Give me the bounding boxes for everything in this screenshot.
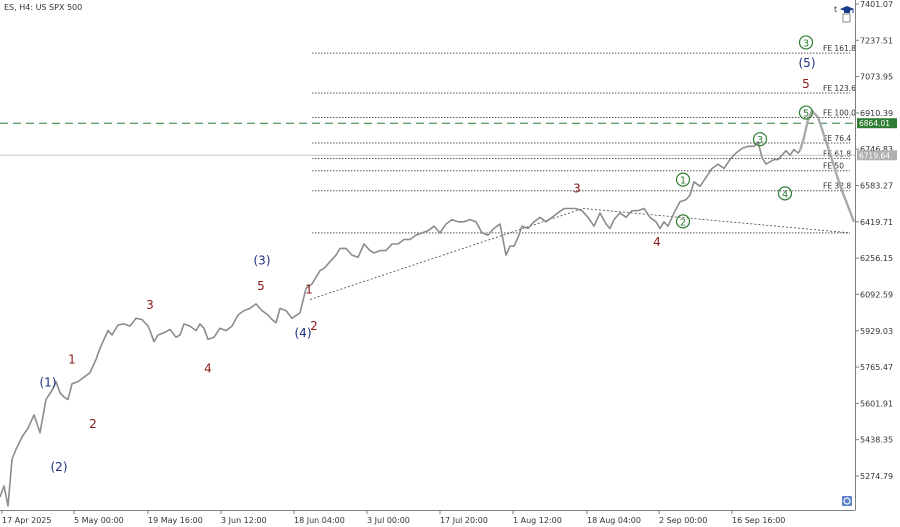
fib-level-label: FE 161.8 [823,44,856,53]
fib-level-label: FE 100.0 [823,108,856,117]
trendline [582,208,851,234]
y-tick-label: 7073.95 [860,73,893,82]
price-label-box [857,118,897,129]
x-tick-label: 5 May 00:00 [74,516,124,525]
wave-label: 5 [802,77,810,91]
wave-label: 4 [653,235,661,249]
x-tick-label: 17 Apr 2025 [2,516,51,525]
price-line [0,141,801,507]
wave-label-circle [752,132,768,147]
wave-label-circle [798,35,814,50]
wave-label: 2 [89,417,97,431]
wave-label: 3 [757,135,763,146]
y-tick-label: 6419.71 [860,218,893,227]
wave-label: (1) [40,376,57,390]
x-tick-label: 18 Jun 04:00 [294,516,345,525]
x-tick-label: 16 Sep 16:00 [732,516,785,525]
wave-label: 3 [573,181,581,195]
y-tick-label: 5929.03 [860,327,893,336]
symbol-label: ES, H4: US SPX 500 [4,3,82,12]
wave-label: 4 [204,361,212,375]
y-tick-label: 5601.91 [860,399,893,408]
wave-label: 3 [146,298,154,312]
y-tick-label: 6092.59 [860,290,893,299]
wave-label: 5 [803,109,809,120]
x-tick-label: 17 Jul 20:00 [440,516,488,525]
wave-label-circle [675,214,691,229]
x-tick-label: 1 Aug 12:00 [513,516,562,525]
price-label-text: 6719.64 [859,151,890,160]
bookmark-icon[interactable] [842,13,851,23]
wave-labels: 1 2 3 4 5 1 2 3 4 5 (1) (2) (3) (4) (5) 1 2 3 4 5 3 [40,35,816,474]
y-tick-label: 6583.27 [860,182,893,191]
y-tick-label: 5765.47 [860,363,893,372]
fib-level-label: FE 61.8 [823,150,851,159]
wave-label-circle [798,105,814,120]
x-tick-label: 19 May 16:00 [148,516,203,525]
y-tick-label: 6256.15 [860,254,893,263]
x-tick-label: 3 Jun 12:00 [221,516,267,525]
settings-circle-icon[interactable] [842,496,852,506]
wave-label: (5) [799,56,816,70]
price-label-text: 6864.01 [859,119,890,128]
x-tick-label: 3 Jul 00:00 [367,516,410,525]
fib-level-label: FE 123.6 [823,84,856,93]
y-tick-label: 5274.79 [860,472,893,481]
wave-label: 1 [680,176,686,187]
trendlines [309,208,851,300]
price-label-box [857,150,897,161]
wave-label: 4 [782,189,788,200]
y-tick-label: 6746.83 [860,145,893,154]
y-tick-label: 7237.51 [860,36,893,45]
wave-label-circle [777,186,793,201]
price-series [0,109,856,507]
wave-label: 1 [68,352,76,366]
wave-label: 1 [305,282,313,296]
wave-label: 3 [803,38,809,49]
fib-level-label: FE 76.4 [823,134,851,143]
y-tick-label: 7401.07 [860,0,893,9]
fibonacci-levels: FE 161.8 FE 123.6 FE 100.0 FE 76.4 FE 61.8 FE… [312,44,856,234]
wave-label-circle [675,172,691,187]
x-tick-label: 2 Sep 00:00 [659,516,707,525]
corner-controls[interactable]: t [834,5,854,506]
y-tick-label: 5438.35 [860,436,893,445]
price-axis[interactable]: 7401.07 7237.51 7073.95 6910.39 6746.83 6583.… [855,0,893,481]
price-labels: 6864.01 6719.64 [857,118,897,161]
wave-label: 2 [310,319,318,333]
horizontal-levels [0,122,855,156]
t-label[interactable]: t [834,5,837,14]
fib-level-label: FE 32.8 [823,182,851,191]
wave-label: 2 [680,217,686,228]
wave-label: (3) [254,254,271,268]
projection-line [798,109,856,223]
wave-label: (2) [51,460,68,474]
wave-label: 5 [257,279,265,293]
x-tick-label: 18 Aug 04:00 [587,516,641,525]
time-axis[interactable]: 17 Apr 2025 5 May 00:00 19 May 16:00 3 Jun … [1,510,785,525]
graduation-cap-icon[interactable] [840,6,854,13]
y-tick-label: 6910.39 [860,109,893,118]
wave-label: (4) [295,326,312,340]
